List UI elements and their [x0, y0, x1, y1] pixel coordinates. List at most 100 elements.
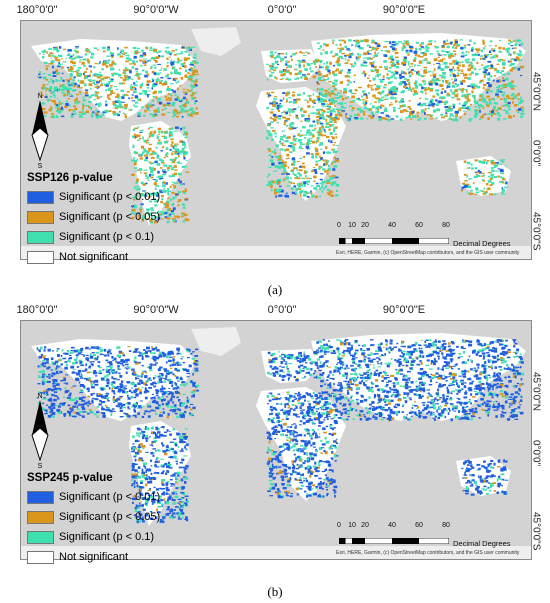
- speckle: [145, 451, 149, 453]
- speckle: [82, 415, 85, 418]
- speckle: [116, 398, 120, 400]
- speckle: [370, 58, 373, 60]
- speckle: [319, 168, 321, 170]
- speckle: [42, 402, 44, 405]
- speckle: [456, 67, 460, 70]
- speckle: [435, 58, 437, 60]
- speckle: [349, 90, 352, 94]
- speckle: [291, 146, 295, 149]
- speckle: [180, 51, 183, 53]
- speckle: [334, 126, 338, 129]
- speckle: [145, 427, 150, 431]
- speckle: [415, 41, 419, 44]
- speckle: [49, 397, 52, 399]
- speckle: [362, 99, 365, 101]
- speckle: [505, 165, 508, 167]
- speckle: [142, 183, 146, 186]
- speckle: [346, 54, 350, 57]
- speckle: [69, 73, 73, 76]
- speckle: [500, 172, 505, 175]
- speckle: [442, 101, 445, 103]
- speckle: [135, 70, 138, 73]
- speckle: [285, 140, 289, 143]
- speckle: [172, 145, 176, 147]
- speckle: [171, 192, 175, 194]
- speckle: [181, 448, 184, 451]
- speckle: [327, 92, 331, 95]
- speckle: [157, 449, 160, 452]
- speckle: [112, 101, 114, 103]
- speckle: [394, 91, 397, 94]
- speckle: [395, 87, 398, 90]
- speckle: [481, 95, 484, 98]
- speckle: [158, 495, 162, 498]
- speckle: [175, 487, 179, 490]
- speckle: [348, 90, 352, 92]
- speckle: [304, 118, 308, 121]
- speckle: [519, 51, 522, 54]
- speckle: [184, 471, 187, 474]
- speckle: [402, 59, 407, 62]
- speckle: [283, 124, 287, 126]
- speckle: [327, 160, 329, 163]
- speckle: [484, 191, 487, 194]
- speckle: [66, 93, 69, 96]
- speckle: [279, 355, 282, 358]
- speckle: [425, 98, 429, 100]
- speckle: [49, 398, 53, 402]
- speckle: [470, 49, 474, 52]
- speckle: [394, 97, 397, 100]
- speckle: [488, 67, 491, 70]
- speckle: [131, 473, 136, 476]
- legend: SSP126 p-value Significant (p < 0.01) Si…: [27, 172, 185, 268]
- speckle: [79, 93, 82, 95]
- speckle: [281, 357, 284, 359]
- speckle: [290, 356, 294, 360]
- speckle: [407, 68, 410, 71]
- speckle: [153, 90, 157, 94]
- speckle: [68, 84, 73, 86]
- speckle: [312, 140, 316, 144]
- speckle: [310, 63, 314, 65]
- speckle: [140, 193, 144, 196]
- speckle: [416, 92, 419, 94]
- speckle: [322, 151, 326, 154]
- speckle: [422, 59, 426, 61]
- speckle: [73, 369, 76, 370]
- speckle: [387, 119, 391, 122]
- speckle: [270, 55, 274, 59]
- speckle: [518, 101, 522, 104]
- speckle: [334, 105, 336, 107]
- speckle: [302, 162, 305, 165]
- speckle: [266, 63, 269, 66]
- speckle: [135, 350, 138, 353]
- speckle: [174, 506, 179, 508]
- speckle: [299, 165, 304, 168]
- speckle: [134, 469, 138, 472]
- speckle: [302, 61, 306, 63]
- speckle: [60, 380, 64, 382]
- speckle: [424, 112, 426, 115]
- speckle: [391, 90, 396, 94]
- speckle: [147, 415, 151, 418]
- speckle: [172, 438, 177, 440]
- speckle: [271, 109, 274, 111]
- speckle: [433, 75, 437, 78]
- speckle: [151, 114, 155, 118]
- speckle: [114, 399, 118, 402]
- speckle: [427, 107, 430, 110]
- speckle: [145, 354, 149, 358]
- speckle: [400, 70, 404, 73]
- speckle: [326, 108, 331, 110]
- speckle: [374, 101, 377, 103]
- speckle: [76, 73, 80, 77]
- speckle: [502, 79, 505, 82]
- speckle: [93, 398, 97, 400]
- speckle: [172, 473, 176, 477]
- speckle: [469, 118, 473, 120]
- speckle: [80, 364, 85, 367]
- speckle: [88, 378, 91, 382]
- speckle: [152, 440, 156, 443]
- speckle: [176, 512, 180, 515]
- speckle: [100, 395, 105, 399]
